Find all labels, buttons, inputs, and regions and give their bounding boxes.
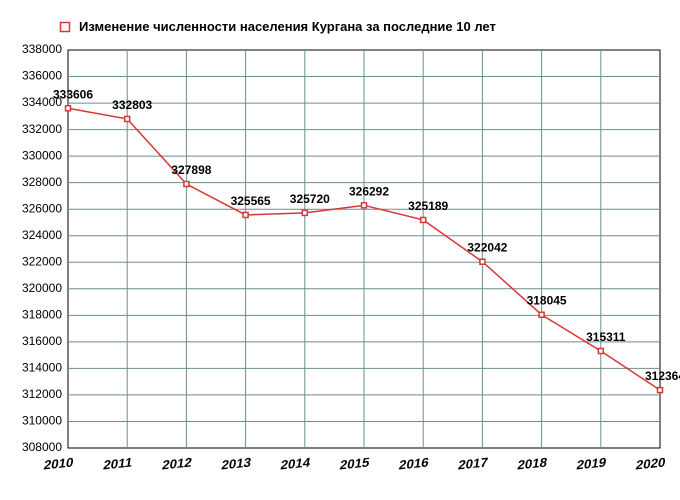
data-label: 327898 (171, 163, 211, 177)
xtick-group: 2016 (398, 455, 430, 473)
ytick-label: 312000 (22, 387, 62, 401)
data-label: 332803 (112, 98, 152, 112)
xtick-group: 2018 (516, 455, 548, 473)
xtick-group: 2012 (161, 455, 193, 473)
ytick-label: 308000 (22, 440, 62, 454)
data-marker (243, 212, 248, 217)
data-label: 312364 (645, 369, 680, 383)
data-marker (125, 116, 130, 121)
xtick-label: 2014 (280, 455, 313, 473)
xtick-group: 2019 (576, 455, 608, 473)
data-marker (184, 182, 189, 187)
ytick-label: 314000 (22, 361, 62, 375)
data-label: 333606 (53, 87, 93, 101)
xtick-label: 2013 (220, 455, 252, 473)
ytick-label: 318000 (22, 308, 62, 322)
data-label: 318045 (527, 294, 567, 308)
data-label: 315311 (586, 330, 626, 344)
xtick-label: 2011 (102, 455, 133, 473)
ytick-label: 326000 (22, 201, 62, 215)
data-marker (421, 217, 426, 222)
data-marker (362, 203, 367, 208)
legend-label: Изменение численности населения Кургана … (79, 19, 496, 34)
xtick-label: 2017 (457, 455, 489, 473)
ytick-label: 320000 (22, 281, 62, 295)
xtick-group: 2010 (43, 455, 75, 473)
xtick-label: 2010 (43, 455, 75, 473)
ytick-label: 338000 (22, 42, 62, 56)
xtick-label: 2012 (161, 455, 193, 473)
data-label: 326292 (349, 184, 389, 198)
xtick-label: 2015 (339, 455, 371, 473)
ytick-label: 322000 (22, 254, 62, 268)
ytick-label: 316000 (22, 334, 62, 348)
data-marker (66, 106, 71, 111)
data-label: 322042 (467, 241, 507, 255)
xtick-group: 2011 (102, 455, 133, 473)
data-label: 325189 (408, 199, 448, 213)
xtick-label: 2019 (576, 455, 608, 473)
data-label: 325720 (290, 192, 330, 206)
chart-svg: Изменение численности населения Кургана … (0, 0, 680, 500)
legend-marker (61, 23, 70, 32)
data-label: 325565 (231, 194, 271, 208)
ytick-label: 324000 (22, 228, 62, 242)
data-marker (658, 388, 663, 393)
ytick-label: 336000 (22, 69, 62, 83)
xtick-label: 2016 (398, 455, 430, 473)
xtick-group: 2020 (635, 455, 667, 473)
ytick-label: 328000 (22, 175, 62, 189)
xtick-group: 2014 (280, 455, 313, 473)
data-marker (480, 259, 485, 264)
xtick-label: 2018 (516, 455, 548, 473)
ytick-label: 330000 (22, 148, 62, 162)
xtick-group: 2013 (220, 455, 252, 473)
xtick-group: 2017 (457, 455, 489, 473)
xtick-label: 2020 (635, 455, 667, 473)
data-marker (302, 210, 307, 215)
ytick-label: 332000 (22, 122, 62, 136)
population-chart: Изменение численности населения Кургана … (0, 0, 680, 500)
ytick-label: 310000 (22, 414, 62, 428)
xtick-group: 2015 (339, 455, 371, 473)
data-marker (598, 349, 603, 354)
data-marker (539, 312, 544, 317)
